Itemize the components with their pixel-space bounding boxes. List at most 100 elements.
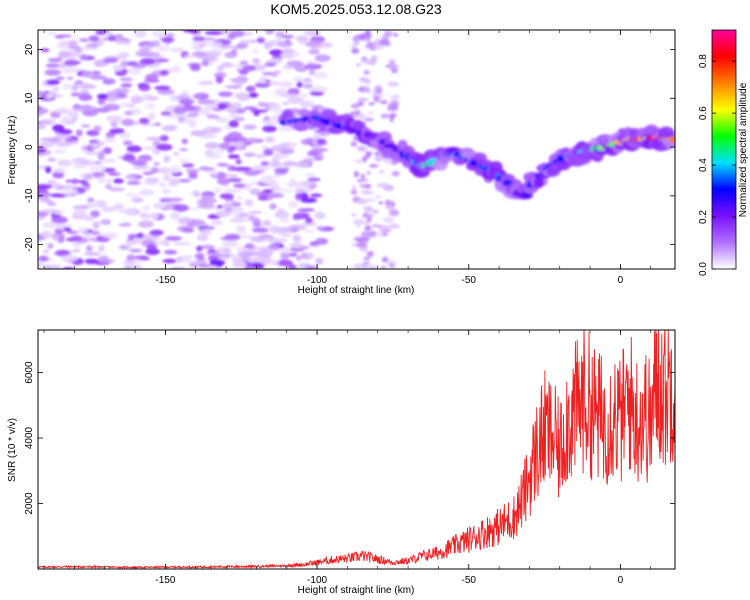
- spectrogram-y-tick-label: 10: [24, 92, 35, 104]
- heatmap-cell: [356, 237, 369, 245]
- heatmap-cell: [162, 173, 171, 182]
- heatmap-cell: [270, 144, 287, 152]
- snr-panel: -150 -100 -50 0 2000 4000 6000 Height of stra…: [7, 329, 676, 596]
- heatmap-cell: [184, 54, 198, 59]
- spectrogram-y-label: Frequency (Hz): [7, 116, 18, 185]
- heatmap-cell: [81, 182, 91, 187]
- heatmap-cell: [132, 165, 150, 170]
- heatmap-cell: [159, 198, 172, 203]
- heatmap-cell: [303, 79, 312, 86]
- heatmap-cell: [256, 250, 274, 256]
- heatmap-cell: [360, 247, 366, 252]
- spectrogram-x-ticks: -150 -100 -50 0: [43, 30, 652, 286]
- heatmap-cell: [393, 32, 399, 38]
- heatmap-cell: [387, 81, 400, 87]
- heatmap-cell: [355, 63, 361, 67]
- figure-title: KOM5.2025.053.12.08.G23: [270, 1, 441, 17]
- heatmap-cell: [364, 117, 375, 122]
- heatmap-cell: [97, 255, 110, 263]
- heatmap-cell: [272, 153, 290, 160]
- heatmap-cell: [244, 243, 255, 250]
- heatmap-cell: [179, 147, 188, 152]
- heatmap-cell: [363, 206, 374, 212]
- snr-x-label: Height of straight line (km): [298, 585, 415, 596]
- heatmap-cell: [135, 49, 151, 57]
- heatmap-cell: [38, 107, 49, 115]
- colorbar-tick-label: 0.4: [698, 158, 709, 172]
- heatmap-cell: [137, 154, 153, 162]
- heatmap-cell: [173, 241, 191, 246]
- heatmap-cell: [185, 168, 200, 174]
- heatmap-cell: [137, 220, 155, 228]
- heatmap-cell: [306, 137, 313, 146]
- heatmap-cell: [314, 54, 331, 62]
- heatmap-cell: [75, 129, 83, 137]
- heatmap-cell: [308, 49, 320, 55]
- heatmap-cell: [314, 211, 326, 220]
- heatmap-cell: [145, 177, 160, 182]
- heatmap-cell: [120, 68, 128, 74]
- heatmap-cell: [233, 183, 246, 188]
- heatmap-cell: [145, 73, 159, 82]
- heatmap-cell: [87, 197, 95, 203]
- heatmap-cell: [109, 128, 125, 134]
- spectrogram-y-tick-label: -20: [24, 237, 35, 252]
- heatmap-cell: [281, 246, 291, 254]
- heatmap-cell: [368, 230, 377, 238]
- heatmap-cell: [151, 31, 169, 38]
- heatmap-cell: [304, 30, 322, 37]
- heatmap-cell: [315, 237, 329, 245]
- heatmap-cell: [84, 151, 101, 156]
- heatmap-cell: [38, 141, 55, 148]
- heatmap-cell: [390, 161, 398, 165]
- heatmap-cell: [262, 125, 277, 133]
- heatmap-cell: [245, 85, 256, 93]
- heatmap-cell: [356, 145, 368, 152]
- snr-x-ticks: -150 -100 -50 0: [43, 330, 652, 586]
- heatmap-cell: [315, 226, 326, 230]
- heatmap-cell: [239, 60, 249, 66]
- heatmap-cell: [180, 254, 195, 259]
- heatmap-cell: [222, 240, 239, 248]
- heatmap-cell: [92, 141, 105, 147]
- heatmap-cell: [213, 187, 222, 194]
- heatmap-cell: [232, 212, 240, 217]
- heatmap-cell: [279, 232, 292, 238]
- heatmap-cell: [90, 145, 101, 150]
- heatmap-cell: [277, 41, 293, 48]
- heatmap-cell: [122, 155, 137, 162]
- spectrogram-frame: [37, 29, 676, 270]
- snr-x-tick-label: -150: [155, 575, 175, 586]
- heatmap-cell: [219, 236, 237, 241]
- heatmap-cell: [227, 154, 240, 159]
- heatmap-cell: [199, 134, 217, 139]
- heatmap-cell: [355, 243, 368, 248]
- heatmap-cell: [162, 114, 180, 119]
- heatmap-cell: [204, 142, 220, 150]
- heatmap-cell: [297, 208, 316, 212]
- heatmap-cell: [115, 34, 124, 39]
- heatmap-cell: [306, 150, 320, 157]
- heatmap-cell: [372, 90, 379, 97]
- heatmap-cell: [40, 118, 56, 126]
- heatmap-cell: [38, 255, 49, 262]
- heatmap-cell: [55, 133, 71, 140]
- heatmap-cell: [278, 188, 294, 193]
- heatmap-cell: [120, 102, 133, 108]
- colorbar-tick-label: 0.2: [698, 210, 709, 224]
- heatmap-cell: [360, 178, 369, 182]
- heatmap-cell: [116, 53, 128, 60]
- heatmap-cell: [172, 151, 180, 157]
- heatmap-cell: [84, 173, 93, 181]
- heatmap-cell: [70, 235, 83, 242]
- heatmap-cell: [388, 263, 394, 268]
- heatmap-cell: [289, 242, 303, 249]
- heatmap-cell: [224, 107, 237, 113]
- heatmap-cell: [278, 80, 294, 88]
- heatmap-cell: [180, 227, 192, 233]
- heatmap-cell: [165, 236, 182, 241]
- heatmap-cell: [217, 102, 228, 110]
- heatmap-cell: [199, 197, 217, 205]
- heatmap-cell: [366, 198, 376, 202]
- heatmap-cell: [295, 35, 309, 42]
